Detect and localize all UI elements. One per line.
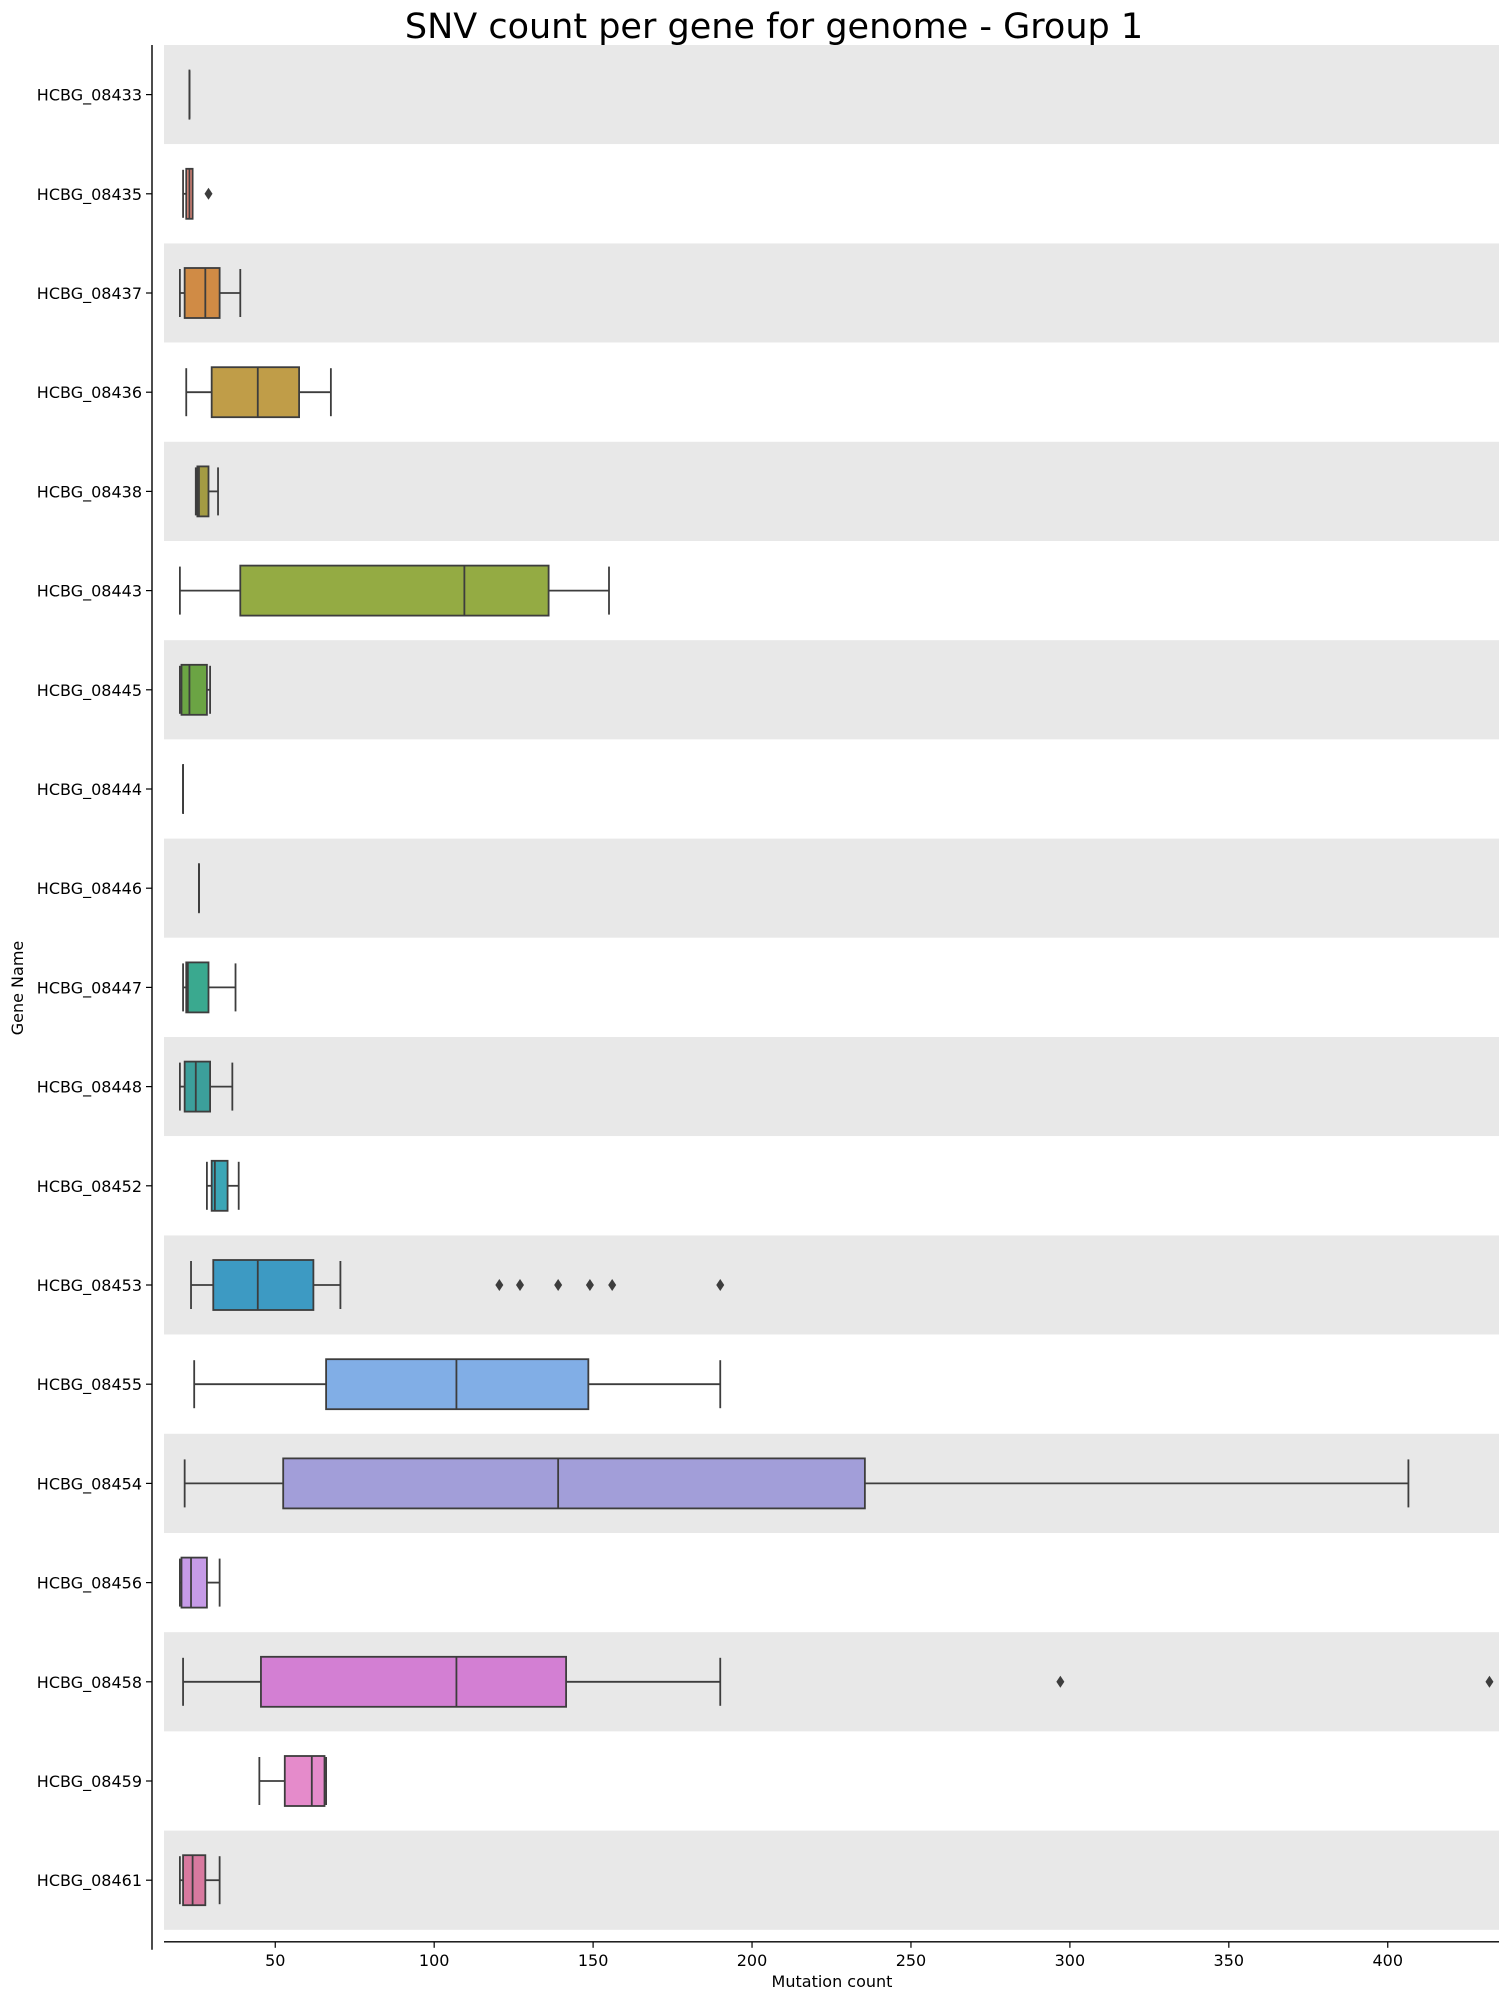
row-band <box>164 45 1499 145</box>
box-hcbg_08461 <box>178 1854 221 1907</box>
row-band <box>164 243 1499 343</box>
row-band <box>164 1533 1499 1633</box>
outlier-point <box>204 187 213 200</box>
box-hcbg_08438 <box>194 465 219 518</box>
y-tick-label: HCBG_08437 <box>37 284 142 304</box>
box-hcbg_08458 <box>182 1655 1494 1708</box>
y-tick-label: HCBG_08452 <box>37 1177 142 1197</box>
iqr-box <box>185 961 210 1014</box>
iqr-box <box>180 663 208 716</box>
row-band <box>164 1731 1499 1831</box>
iqr-box <box>283 1755 326 1807</box>
y-tick-label: HCBG_08436 <box>37 383 142 403</box>
y-tick-label: HCBG_08444 <box>37 780 142 800</box>
iqr-box <box>239 564 550 617</box>
box-hcbg_08436 <box>185 366 332 419</box>
row-band <box>164 739 1499 839</box>
y-tick-label: HCBG_08453 <box>37 1276 142 1296</box>
y-tick-label: HCBG_08458 <box>37 1673 142 1693</box>
y-tick-label: HCBG_08459 <box>37 1772 142 1792</box>
y-tick-label: HCBG_08435 <box>37 185 142 205</box>
box-hcbg_08456 <box>178 1556 221 1609</box>
iqr-box <box>180 1556 208 1609</box>
x-tick-label: 200 <box>737 1951 768 1970</box>
outlier-point <box>516 1279 524 1291</box>
iqr-box <box>260 1655 567 1708</box>
outlier-point <box>1485 1675 1494 1688</box>
y-tick-label: HCBG_08454 <box>37 1474 142 1494</box>
y-tick-label: HCBG_08438 <box>37 482 142 502</box>
iqr-box <box>282 1457 866 1510</box>
row-bands <box>164 45 1499 1930</box>
y-tick-label: HCBG_08456 <box>37 1574 142 1594</box>
outlier-point <box>1056 1675 1065 1688</box>
iqr-box <box>183 267 221 319</box>
box-hcbg_08454 <box>183 1457 1410 1510</box>
iqr-box <box>196 465 210 518</box>
row-band <box>164 640 1499 740</box>
y-axis-label: Gene Name <box>8 941 27 1036</box>
y-tick-label: HCBG_08448 <box>37 1078 142 1098</box>
y-tick-label: HCBG_08461 <box>37 1871 142 1891</box>
row-band <box>164 1136 1499 1236</box>
row-band <box>164 937 1499 1037</box>
y-tick-label: HCBG_08433 <box>37 86 142 106</box>
box-hcbg_08459 <box>258 1755 328 1807</box>
box-hcbg_08452 <box>206 1159 240 1212</box>
row-band <box>164 144 1499 244</box>
outlier-point <box>608 1279 617 1291</box>
row-band <box>164 342 1499 442</box>
iqr-box <box>210 366 300 419</box>
outlier-point <box>495 1279 504 1291</box>
box-hcbg_08448 <box>178 1060 234 1113</box>
box-hcbg_08435 <box>182 167 213 220</box>
iqr-box <box>182 1854 207 1907</box>
chart-title: SNV count per gene for genome - Group 1 <box>405 7 1143 47</box>
y-axis: HCBG_08433 HCBG_08435 HCBG_08437 HCBG_08436… <box>37 45 153 1950</box>
x-tick-label: 50 <box>265 1951 285 1970</box>
row-band <box>164 1235 1499 1335</box>
outlier-point <box>585 1279 594 1291</box>
box-hcbg_08447 <box>182 961 237 1014</box>
box-hcbg_08437 <box>178 267 242 319</box>
x-tick-label: 350 <box>1214 1951 1245 1970</box>
x-axis: 50 100 150 200 250 300 350 400 <box>164 1941 1499 1970</box>
iqr-box <box>212 1259 315 1311</box>
outlier-point <box>554 1279 563 1291</box>
x-tick-label: 100 <box>419 1951 450 1970</box>
iqr-box <box>183 1060 211 1113</box>
y-tick-label: HCBG_08455 <box>37 1375 142 1395</box>
y-tick-label: HCBG_08447 <box>37 978 142 998</box>
box-hcbg_08453 <box>190 1259 725 1311</box>
x-axis-label: Mutation count <box>772 1972 893 1991</box>
row-band <box>164 838 1499 938</box>
box-series <box>178 69 1494 1907</box>
row-band <box>164 1037 1499 1137</box>
y-tick-label: HCBG_08445 <box>37 681 142 701</box>
y-tick-label: HCBG_08443 <box>37 582 142 602</box>
x-tick-label: 300 <box>1055 1951 1086 1970</box>
x-tick-label: 400 <box>1372 1951 1403 1970</box>
box-hcbg_08443 <box>178 564 610 617</box>
x-tick-label: 250 <box>896 1951 927 1970</box>
row-band <box>164 1830 1499 1930</box>
outlier-point <box>716 1279 725 1291</box>
row-band <box>164 441 1499 541</box>
y-tick-label: HCBG_08446 <box>37 879 142 899</box>
box-hcbg_08455 <box>193 1358 722 1411</box>
x-tick-label: 150 <box>578 1951 609 1970</box>
box-hcbg_08445 <box>178 663 211 716</box>
